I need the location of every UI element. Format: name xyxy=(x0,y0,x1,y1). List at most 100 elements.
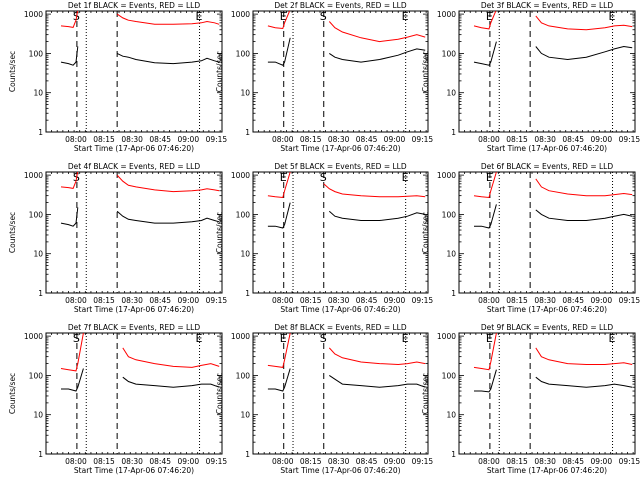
x-tick-label: 08:00 xyxy=(272,135,294,144)
y-tick-label: 10 xyxy=(33,411,43,420)
x-tick-label: 09:15 xyxy=(619,457,640,466)
y-tick-label: 1 xyxy=(38,450,43,459)
chart-panel-4: Det 4f BLACK = Events, RED = LLD 1 10 100 10… xyxy=(8,162,227,314)
y-tick-label: 1000 xyxy=(231,10,250,19)
lld-series-line xyxy=(267,11,426,43)
event-marker-label: S xyxy=(73,332,80,345)
events-series-line xyxy=(473,41,633,66)
events-series-line xyxy=(60,207,220,227)
event-marker-label: S xyxy=(320,10,327,23)
x-axis-label: Start Time (17-Apr-06 07:46:20) xyxy=(280,305,400,314)
y-tick-label: 1 xyxy=(451,289,456,298)
x-tick-label: 08:15 xyxy=(300,296,322,305)
x-tick-label: 08:45 xyxy=(356,457,378,466)
y-tick-label: 10 xyxy=(240,89,250,98)
events-series-line xyxy=(61,368,220,392)
chart-panel-9: Det 9f BLACK = Events, RED = LLD 1 10 100 10… xyxy=(421,323,640,475)
x-tick-label: 08:30 xyxy=(121,135,143,144)
chart-panel-6: Det 6f BLACK = Events, RED = LLD 1 10 100 10… xyxy=(421,162,640,314)
x-axis-label: Start Time (17-Apr-06 07:46:20) xyxy=(487,466,607,475)
plot-frame xyxy=(45,332,223,455)
y-tick-label: 100 xyxy=(29,210,44,219)
x-tick-label: 09:15 xyxy=(206,296,228,305)
chart-panel-2: Det 2f BLACK = Events, RED = LLD 1 10 100 10… xyxy=(215,1,433,153)
chart-panel-8: Det 8f BLACK = Events, RED = LLD 1 10 100 10… xyxy=(215,323,433,475)
plot-frame xyxy=(458,332,636,455)
lld-series-line xyxy=(473,11,633,31)
x-tick-label: 08:15 xyxy=(93,135,115,144)
y-tick-label: 1 xyxy=(245,289,250,298)
y-tick-label: 10 xyxy=(240,250,250,259)
lld-series-line xyxy=(473,172,633,199)
x-tick-label: 08:15 xyxy=(93,457,115,466)
x-axis-label: Start Time (17-Apr-06 07:46:20) xyxy=(487,144,607,153)
y-tick-label: 100 xyxy=(29,49,44,58)
x-tick-label: 09:00 xyxy=(177,457,199,466)
events-series-line xyxy=(474,204,633,229)
y-axis-label: Counts/sec xyxy=(8,373,17,414)
y-tick-label: 10 xyxy=(240,411,250,420)
plot-frame xyxy=(252,10,429,133)
y-tick-label: 1000 xyxy=(24,332,43,341)
y-tick-label: 1 xyxy=(245,450,250,459)
x-tick-label: 08:45 xyxy=(149,135,171,144)
x-tick-label: 08:15 xyxy=(506,457,528,466)
y-tick-label: 1 xyxy=(38,289,43,298)
y-tick-label: 10 xyxy=(33,89,43,98)
y-tick-label: 1000 xyxy=(437,332,456,341)
x-tick-label: 08:15 xyxy=(300,457,322,466)
x-tick-label: 08:45 xyxy=(562,457,584,466)
lld-series-line xyxy=(473,333,633,371)
x-tick-label: 08:30 xyxy=(121,457,143,466)
x-tick-label: 09:15 xyxy=(619,135,640,144)
plot-frame xyxy=(45,171,223,294)
chart-title: Det 6f BLACK = Events, RED = LLD xyxy=(481,162,614,171)
x-tick-label: 09:00 xyxy=(384,296,406,305)
x-tick-label: 08:15 xyxy=(300,135,322,144)
lld-series-line xyxy=(60,11,220,28)
x-tick-label: 09:00 xyxy=(384,457,406,466)
chart-panel-1: Det 1f BLACK = Events, RED = LLD 1 10 100 10… xyxy=(8,1,227,153)
y-tick-label: 100 xyxy=(442,210,457,219)
event-marker-label: E xyxy=(486,171,493,184)
event-marker-label: E xyxy=(196,332,203,345)
x-tick-label: 08:30 xyxy=(328,135,350,144)
chart-title: Det 9f BLACK = Events, RED = LLD xyxy=(481,323,614,332)
y-tick-label: 100 xyxy=(442,49,457,58)
x-tick-label: 08:00 xyxy=(272,457,294,466)
plot-frame xyxy=(252,171,429,294)
y-tick-label: 1000 xyxy=(231,332,250,341)
lld-series-line xyxy=(267,172,426,199)
y-axis-label: Counts/sec xyxy=(421,212,430,253)
y-tick-label: 100 xyxy=(236,371,251,380)
event-marker-label: E xyxy=(196,10,203,23)
x-axis-label: Start Time (17-Apr-06 07:46:20) xyxy=(74,305,194,314)
x-tick-label: 08:30 xyxy=(534,457,556,466)
x-tick-label: 08:30 xyxy=(121,296,143,305)
x-tick-label: 09:15 xyxy=(412,135,434,144)
x-tick-label: 08:45 xyxy=(356,296,378,305)
x-tick-label: 09:15 xyxy=(412,457,434,466)
y-axis-label: Counts/sec xyxy=(215,373,224,414)
chart-panel-3: Det 3f BLACK = Events, RED = LLD 1 10 100 10… xyxy=(421,1,640,153)
events-series-line xyxy=(474,369,633,393)
y-axis-label: Counts/sec xyxy=(215,51,224,92)
events-series-line xyxy=(60,46,220,66)
plot-frame xyxy=(458,10,636,133)
x-tick-label: 08:00 xyxy=(272,296,294,305)
chart-title: Det 1f BLACK = Events, RED = LLD xyxy=(68,1,201,10)
event-marker-label: E xyxy=(402,332,409,345)
x-tick-label: 08:30 xyxy=(534,296,556,305)
x-tick-label: 09:15 xyxy=(412,296,434,305)
y-tick-label: 1000 xyxy=(24,10,43,19)
x-tick-label: 09:00 xyxy=(590,296,612,305)
y-tick-label: 10 xyxy=(446,411,456,420)
y-tick-label: 100 xyxy=(442,371,457,380)
x-tick-label: 08:15 xyxy=(506,135,528,144)
y-tick-label: 10 xyxy=(446,89,456,98)
x-tick-label: 08:30 xyxy=(534,135,556,144)
y-axis-label: Counts/sec xyxy=(215,212,224,253)
x-tick-label: 08:30 xyxy=(328,296,350,305)
y-tick-label: 1000 xyxy=(437,10,456,19)
